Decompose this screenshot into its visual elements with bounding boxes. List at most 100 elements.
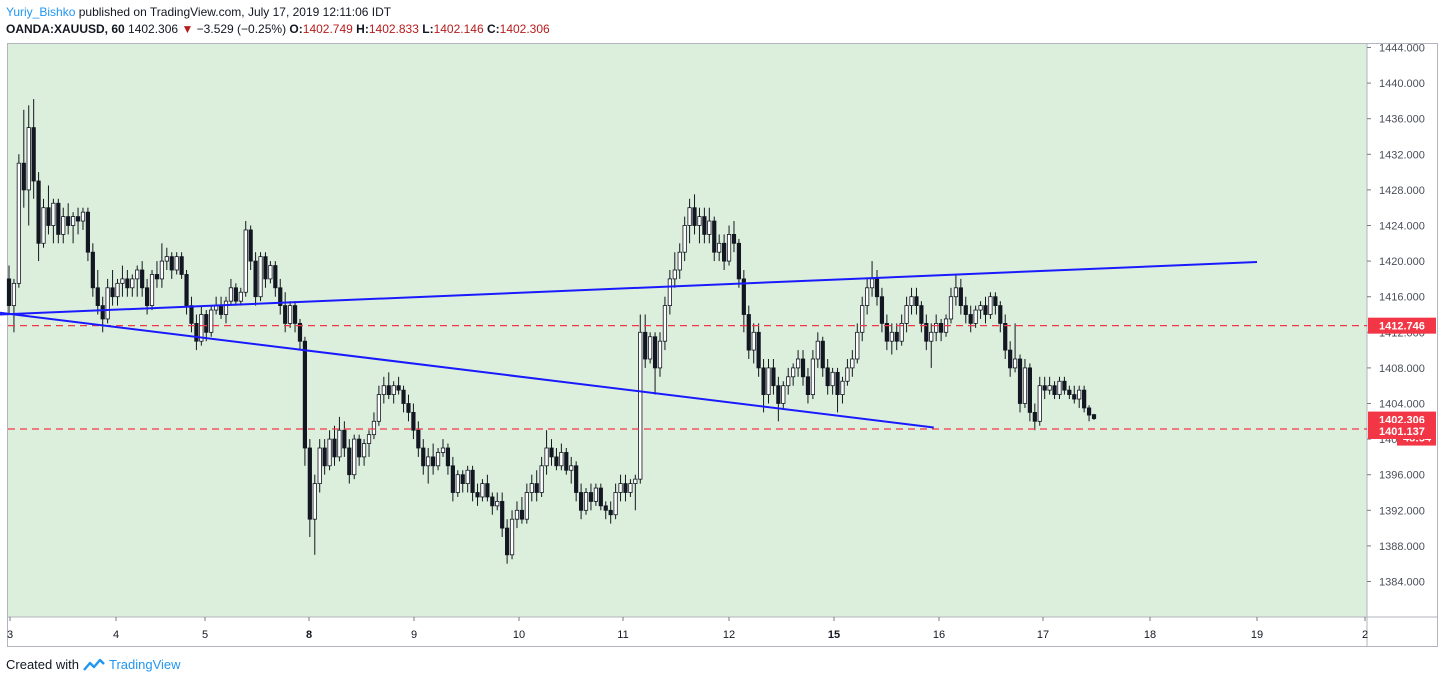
candle-body (396, 385, 401, 391)
candle-body (672, 269, 677, 280)
candle-body (327, 438, 332, 467)
candle-body (613, 492, 618, 516)
candle-body (1042, 385, 1047, 391)
candle-body (1008, 349, 1013, 369)
candle-body (376, 394, 381, 422)
candle-body (431, 456, 436, 467)
candle-body (450, 465, 455, 493)
candle-body (1082, 389, 1087, 409)
candle-body (110, 287, 115, 298)
candle-body (736, 242, 742, 280)
candle-body (958, 287, 963, 306)
time-tick-label: 10 (513, 629, 525, 641)
candle-body (1012, 358, 1018, 369)
candle-body (544, 447, 549, 467)
candle-body (702, 216, 707, 235)
candle-body (371, 420, 377, 436)
candle-body (179, 256, 184, 275)
candle-body (652, 336, 658, 369)
candle-body (243, 229, 248, 293)
time-tick-label: 9 (411, 629, 417, 641)
candle-body (322, 447, 327, 467)
price-tick-label: 1384.000 (1379, 577, 1425, 589)
time-tick-label: 5 (202, 629, 208, 641)
candle-body (953, 287, 959, 298)
candle-body (603, 505, 608, 511)
candle-body (100, 305, 105, 320)
candle-body (884, 322, 889, 342)
time-tick-label: 18 (1144, 629, 1156, 641)
candle-body (1027, 367, 1032, 413)
candle-body (337, 429, 342, 458)
candle-body (361, 443, 367, 458)
candles (6, 99, 1097, 564)
candle-body (490, 496, 495, 507)
candle-body (61, 216, 66, 235)
candle-body (297, 322, 303, 342)
author-link[interactable]: Yuriy_Bishko (6, 5, 76, 19)
candle-body (855, 331, 860, 360)
candle-body (509, 518, 515, 556)
candle-body (174, 256, 179, 271)
candle-body (712, 220, 717, 253)
candle-body (973, 309, 978, 324)
candle-body (929, 331, 934, 342)
candle-body (1057, 380, 1062, 396)
close-value: 1402.306 (499, 22, 550, 36)
price-tick-label: 1404.000 (1379, 399, 1425, 411)
candle-body (751, 331, 756, 351)
price-tick-label: 1428.000 (1379, 185, 1425, 197)
candle-body (830, 371, 835, 387)
candle-body (199, 314, 204, 342)
candle-body (934, 322, 939, 333)
candle-body (26, 127, 31, 191)
level-price-label-bg (1368, 422, 1436, 439)
candle-body (776, 385, 781, 404)
candle-body (426, 456, 431, 467)
candle-body (514, 509, 520, 520)
candle-body (416, 429, 421, 449)
candle-body (825, 367, 830, 387)
candle-body (662, 305, 668, 342)
candle-body (135, 269, 140, 280)
candle-body (1003, 322, 1008, 351)
candle-body (633, 478, 638, 484)
candle-body (1062, 380, 1067, 391)
candle-body (771, 367, 776, 387)
price-tick-label: 1436.000 (1379, 114, 1425, 126)
candle-body (583, 492, 589, 511)
tradingview-brand-link[interactable]: TradingView (108, 657, 181, 672)
triangle-trendline (0, 311, 934, 429)
candle-body (36, 180, 41, 244)
candle-body (924, 322, 929, 342)
candle-body (539, 465, 544, 493)
candle-body (1037, 385, 1042, 422)
candle-body (865, 287, 870, 306)
candle-body (904, 305, 909, 324)
candle-body (948, 296, 954, 320)
candle-body (189, 305, 194, 324)
candle-body (11, 282, 17, 307)
chart-frame[interactable] (7, 43, 1438, 647)
candle-body (1091, 414, 1097, 419)
candle-body (342, 429, 347, 449)
candle-body (810, 358, 815, 395)
open-value: 1402.749 (302, 22, 353, 36)
candle-body (860, 305, 865, 333)
time-tick-label: 16 (933, 629, 945, 641)
tradingview-logo-icon[interactable] (83, 658, 105, 672)
candle-body (628, 483, 633, 493)
candle-body (894, 331, 899, 342)
candle-body (258, 256, 263, 298)
created-with-text: Created with (6, 657, 79, 672)
last-price: 1402.306 (128, 22, 179, 36)
candle-body (366, 434, 372, 444)
candle-body (564, 452, 569, 471)
candle-body (874, 278, 880, 298)
price-tick-label: 1420.000 (1379, 256, 1425, 268)
candle-body (347, 447, 352, 476)
publish-info: Yuriy_Bishko published on TradingView.co… (6, 5, 391, 19)
candle-body (352, 438, 357, 476)
candle-body (850, 358, 855, 369)
